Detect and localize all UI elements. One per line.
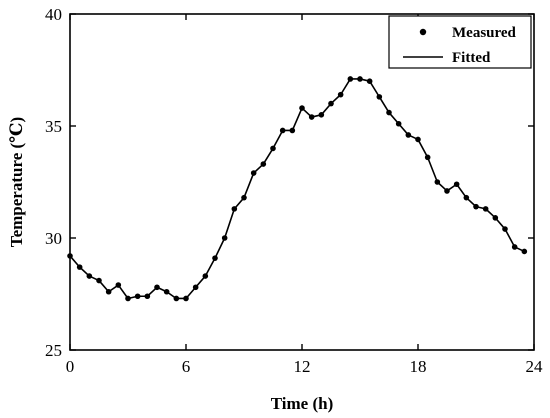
measured-point — [212, 255, 218, 261]
measured-point — [250, 170, 257, 176]
measured-point — [337, 91, 344, 98]
measured-point — [154, 284, 160, 291]
y-axis-title: Temperature (℃) — [7, 117, 26, 247]
measured-point — [115, 282, 122, 288]
measured-point — [125, 295, 131, 302]
measured-point — [444, 188, 450, 194]
measured-point — [415, 136, 421, 143]
legend-label-fitted: Fitted — [452, 50, 491, 66]
measured-point — [366, 78, 373, 84]
measured-point — [86, 273, 93, 279]
measured-point — [453, 181, 460, 188]
fitted-line — [69, 78, 525, 300]
measured-point — [357, 76, 363, 82]
measured-point — [299, 105, 305, 111]
measured-point — [347, 76, 354, 82]
measured-point — [134, 293, 141, 300]
measured-point — [241, 194, 247, 201]
series-lines — [69, 78, 525, 300]
measured-point — [482, 206, 489, 212]
measured-point — [260, 161, 267, 167]
measured-point — [521, 248, 528, 255]
series-points — [67, 76, 528, 302]
measured-point — [492, 215, 499, 221]
measured-point — [434, 179, 441, 185]
y-tick-label: 40 — [45, 5, 62, 24]
legend-label-measured: Measured — [452, 25, 517, 41]
measured-point — [270, 145, 276, 152]
legend: Measured Fitted — [388, 15, 532, 69]
plot-frame — [69, 13, 535, 351]
measured-point — [473, 203, 479, 210]
measured-point — [502, 226, 508, 232]
x-tick-label: 24 — [526, 357, 544, 376]
measured-point — [221, 235, 228, 241]
legend-marker-measured — [419, 28, 427, 36]
measured-point — [76, 264, 83, 270]
y-tick-label: 35 — [45, 117, 62, 136]
y-tick-label: 25 — [45, 341, 62, 360]
measured-point — [318, 112, 325, 118]
x-tick-label: 18 — [410, 357, 427, 376]
y-tick-label: 30 — [45, 229, 62, 248]
legend-box — [388, 15, 532, 69]
measured-point — [279, 127, 286, 134]
measured-point — [289, 127, 296, 134]
measured-point — [328, 100, 334, 107]
tick-labels: 0 6 12 18 24 25 30 35 40 — [45, 5, 543, 376]
measured-point — [173, 295, 180, 302]
measured-point — [463, 194, 470, 201]
measured-point — [386, 109, 392, 116]
x-tick-label: 12 — [294, 357, 311, 376]
measured-point — [308, 114, 315, 120]
x-axis-title: Time (h) — [271, 394, 334, 413]
x-tick-label: 0 — [66, 357, 75, 376]
measured-point — [395, 120, 402, 127]
measured-point — [424, 154, 431, 161]
measured-point — [376, 94, 383, 100]
measured-point — [105, 288, 112, 295]
measured-point — [202, 273, 209, 279]
measured-point — [183, 295, 189, 302]
measured-point — [405, 132, 412, 138]
x-tick-label: 6 — [182, 357, 191, 376]
measured-point — [511, 244, 518, 250]
measured-point — [96, 277, 102, 284]
measured-point — [163, 288, 170, 295]
measured-point — [144, 293, 151, 300]
measured-point — [192, 284, 199, 291]
measured-point — [231, 206, 238, 212]
